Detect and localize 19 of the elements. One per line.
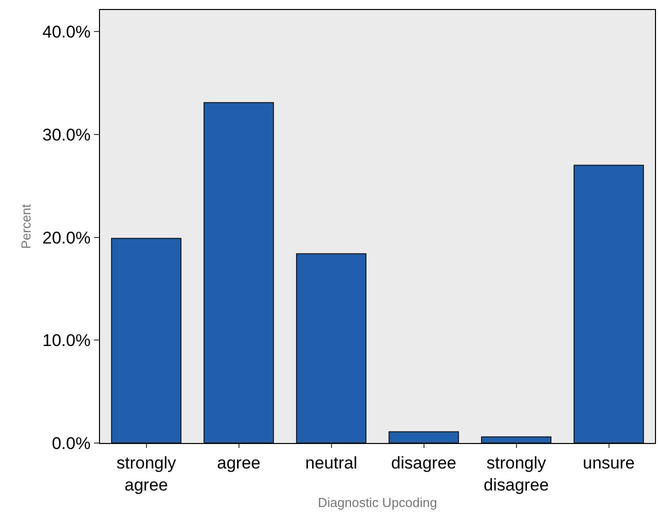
bar (204, 102, 274, 443)
bar (296, 253, 366, 443)
y-axis-title: Percent (18, 204, 34, 249)
bar (574, 164, 644, 443)
y-tick-label: 0.0% (52, 434, 91, 453)
x-axis-title: Diagnostic Upcoding (318, 495, 438, 510)
x-tick-label: strongly agree (116, 453, 177, 494)
x-tick-label: disagree (391, 453, 456, 472)
x-tick-label: neutral (305, 453, 358, 472)
y-tick-label: 30.0% (42, 125, 91, 144)
bar (111, 238, 182, 443)
y-tick-label: 20.0% (42, 228, 91, 248)
x-tick-label: agree (217, 453, 260, 472)
bar (388, 431, 459, 443)
y-tick-label: 10.0% (42, 331, 91, 350)
x-tick-label: unsure (582, 453, 635, 472)
bar (481, 436, 552, 443)
x-tick-label: strongly disagree (484, 453, 549, 494)
y-tick-label: 40.0% (42, 22, 91, 42)
